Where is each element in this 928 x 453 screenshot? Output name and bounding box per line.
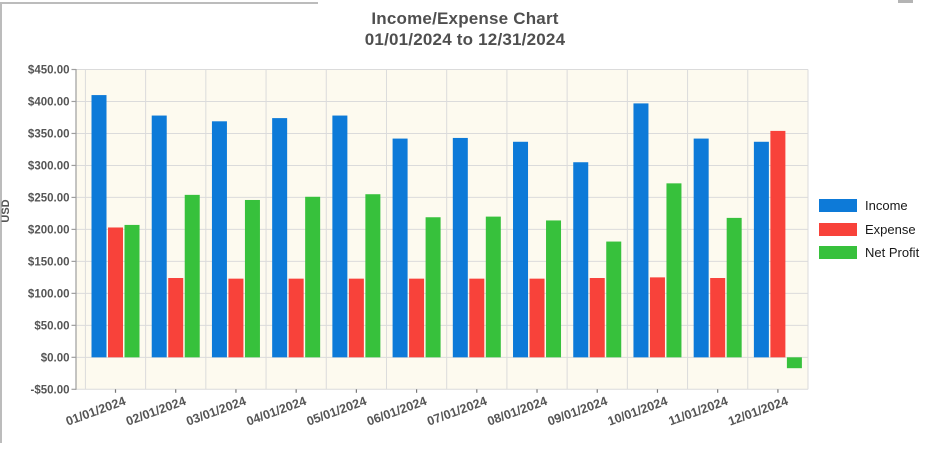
bar-expense xyxy=(710,278,726,358)
bar-income xyxy=(573,162,589,358)
legend-label-net-profit: Net Profit xyxy=(865,245,920,260)
bar-net-profit xyxy=(244,199,260,358)
y-tick-label: $150.00 xyxy=(28,256,70,268)
x-tick-label: 06/01/2024 xyxy=(365,394,429,429)
bar-income xyxy=(91,95,107,358)
x-tick-label: 05/01/2024 xyxy=(305,394,369,429)
bar-net-profit xyxy=(666,183,682,358)
bar-expense xyxy=(469,278,485,358)
y-tick-label: $450.00 xyxy=(28,65,70,77)
bar-expense xyxy=(168,278,184,358)
panel-border-top xyxy=(0,2,318,4)
bar-net-profit xyxy=(365,194,381,358)
x-tick-label: 07/01/2024 xyxy=(425,394,489,429)
bar-income xyxy=(693,138,709,358)
y-tick-label: $300.00 xyxy=(28,160,70,172)
legend-item-expense: Expense xyxy=(819,221,919,237)
chart-title: Income/Expense Chart 01/01/2024 to 12/31… xyxy=(140,8,790,50)
x-tick-label: 02/01/2024 xyxy=(124,394,188,429)
bar-net-profit xyxy=(606,241,622,358)
panel-border-left xyxy=(0,2,2,443)
y-tick-label: $100.00 xyxy=(28,288,70,300)
bar-expense xyxy=(409,278,425,358)
bar-net-profit xyxy=(305,196,321,358)
x-tick-label: 09/01/2024 xyxy=(546,394,610,429)
bar-net-profit xyxy=(184,194,200,358)
bar-income xyxy=(392,138,408,358)
y-tick-label: $400.00 xyxy=(28,96,70,108)
y-tick-label: $50.00 xyxy=(34,320,69,332)
x-tick-label: 11/01/2024 xyxy=(667,394,730,428)
x-tick-label: 04/01/2024 xyxy=(245,394,309,429)
bar-income xyxy=(513,141,529,358)
x-tick-label: 08/01/2024 xyxy=(485,394,549,429)
legend-label-income: Income xyxy=(865,198,908,213)
bar-income xyxy=(332,115,348,358)
y-tick-label: $0.00 xyxy=(41,352,70,364)
x-tick-label: 03/01/2024 xyxy=(184,394,248,429)
bar-expense xyxy=(649,277,665,358)
scrollbar-fragment xyxy=(898,0,913,3)
bar-income xyxy=(211,121,227,358)
y-tick-label: $350.00 xyxy=(28,128,70,140)
bar-net-profit xyxy=(485,216,501,358)
bar-net-profit xyxy=(124,224,140,358)
legend-swatch-net-profit xyxy=(819,246,857,259)
y-tick-label: $250.00 xyxy=(28,192,70,204)
legend-swatch-income xyxy=(819,199,857,212)
chart-title-line1: Income/Expense Chart xyxy=(371,9,559,28)
bar-income xyxy=(272,118,288,358)
bar-income xyxy=(753,141,769,358)
bar-expense xyxy=(529,278,545,358)
bar-income xyxy=(151,115,167,358)
bar-net-profit xyxy=(726,217,742,358)
legend-item-net-profit: Net Profit xyxy=(819,245,920,260)
bar-expense xyxy=(108,227,124,358)
chart-title-line2: 01/01/2024 to 12/31/2024 xyxy=(364,30,566,49)
bar-expense xyxy=(228,278,244,358)
y-tick-label: -$50.00 xyxy=(30,384,69,396)
bar-net-profit xyxy=(425,217,441,358)
bar-net-profit xyxy=(786,357,802,369)
legend: Income Expense Net Profit xyxy=(819,198,920,270)
legend-swatch-expense xyxy=(819,222,857,236)
x-tick-label: 01/01/2024 xyxy=(64,394,128,429)
legend-item-income: Income xyxy=(819,198,919,213)
x-tick-label: 10/01/2024 xyxy=(606,394,670,429)
bar-expense xyxy=(348,278,364,358)
bar-expense xyxy=(589,278,605,358)
bar-expense xyxy=(770,130,786,358)
bar-income xyxy=(452,137,468,358)
legend-label-expense: Expense xyxy=(865,221,916,237)
bar-expense xyxy=(288,278,304,358)
bar-income xyxy=(633,103,649,358)
x-tick-label: 12/01/2024 xyxy=(726,394,790,429)
y-tick-label: $200.00 xyxy=(28,224,70,236)
bar-net-profit xyxy=(546,220,562,358)
